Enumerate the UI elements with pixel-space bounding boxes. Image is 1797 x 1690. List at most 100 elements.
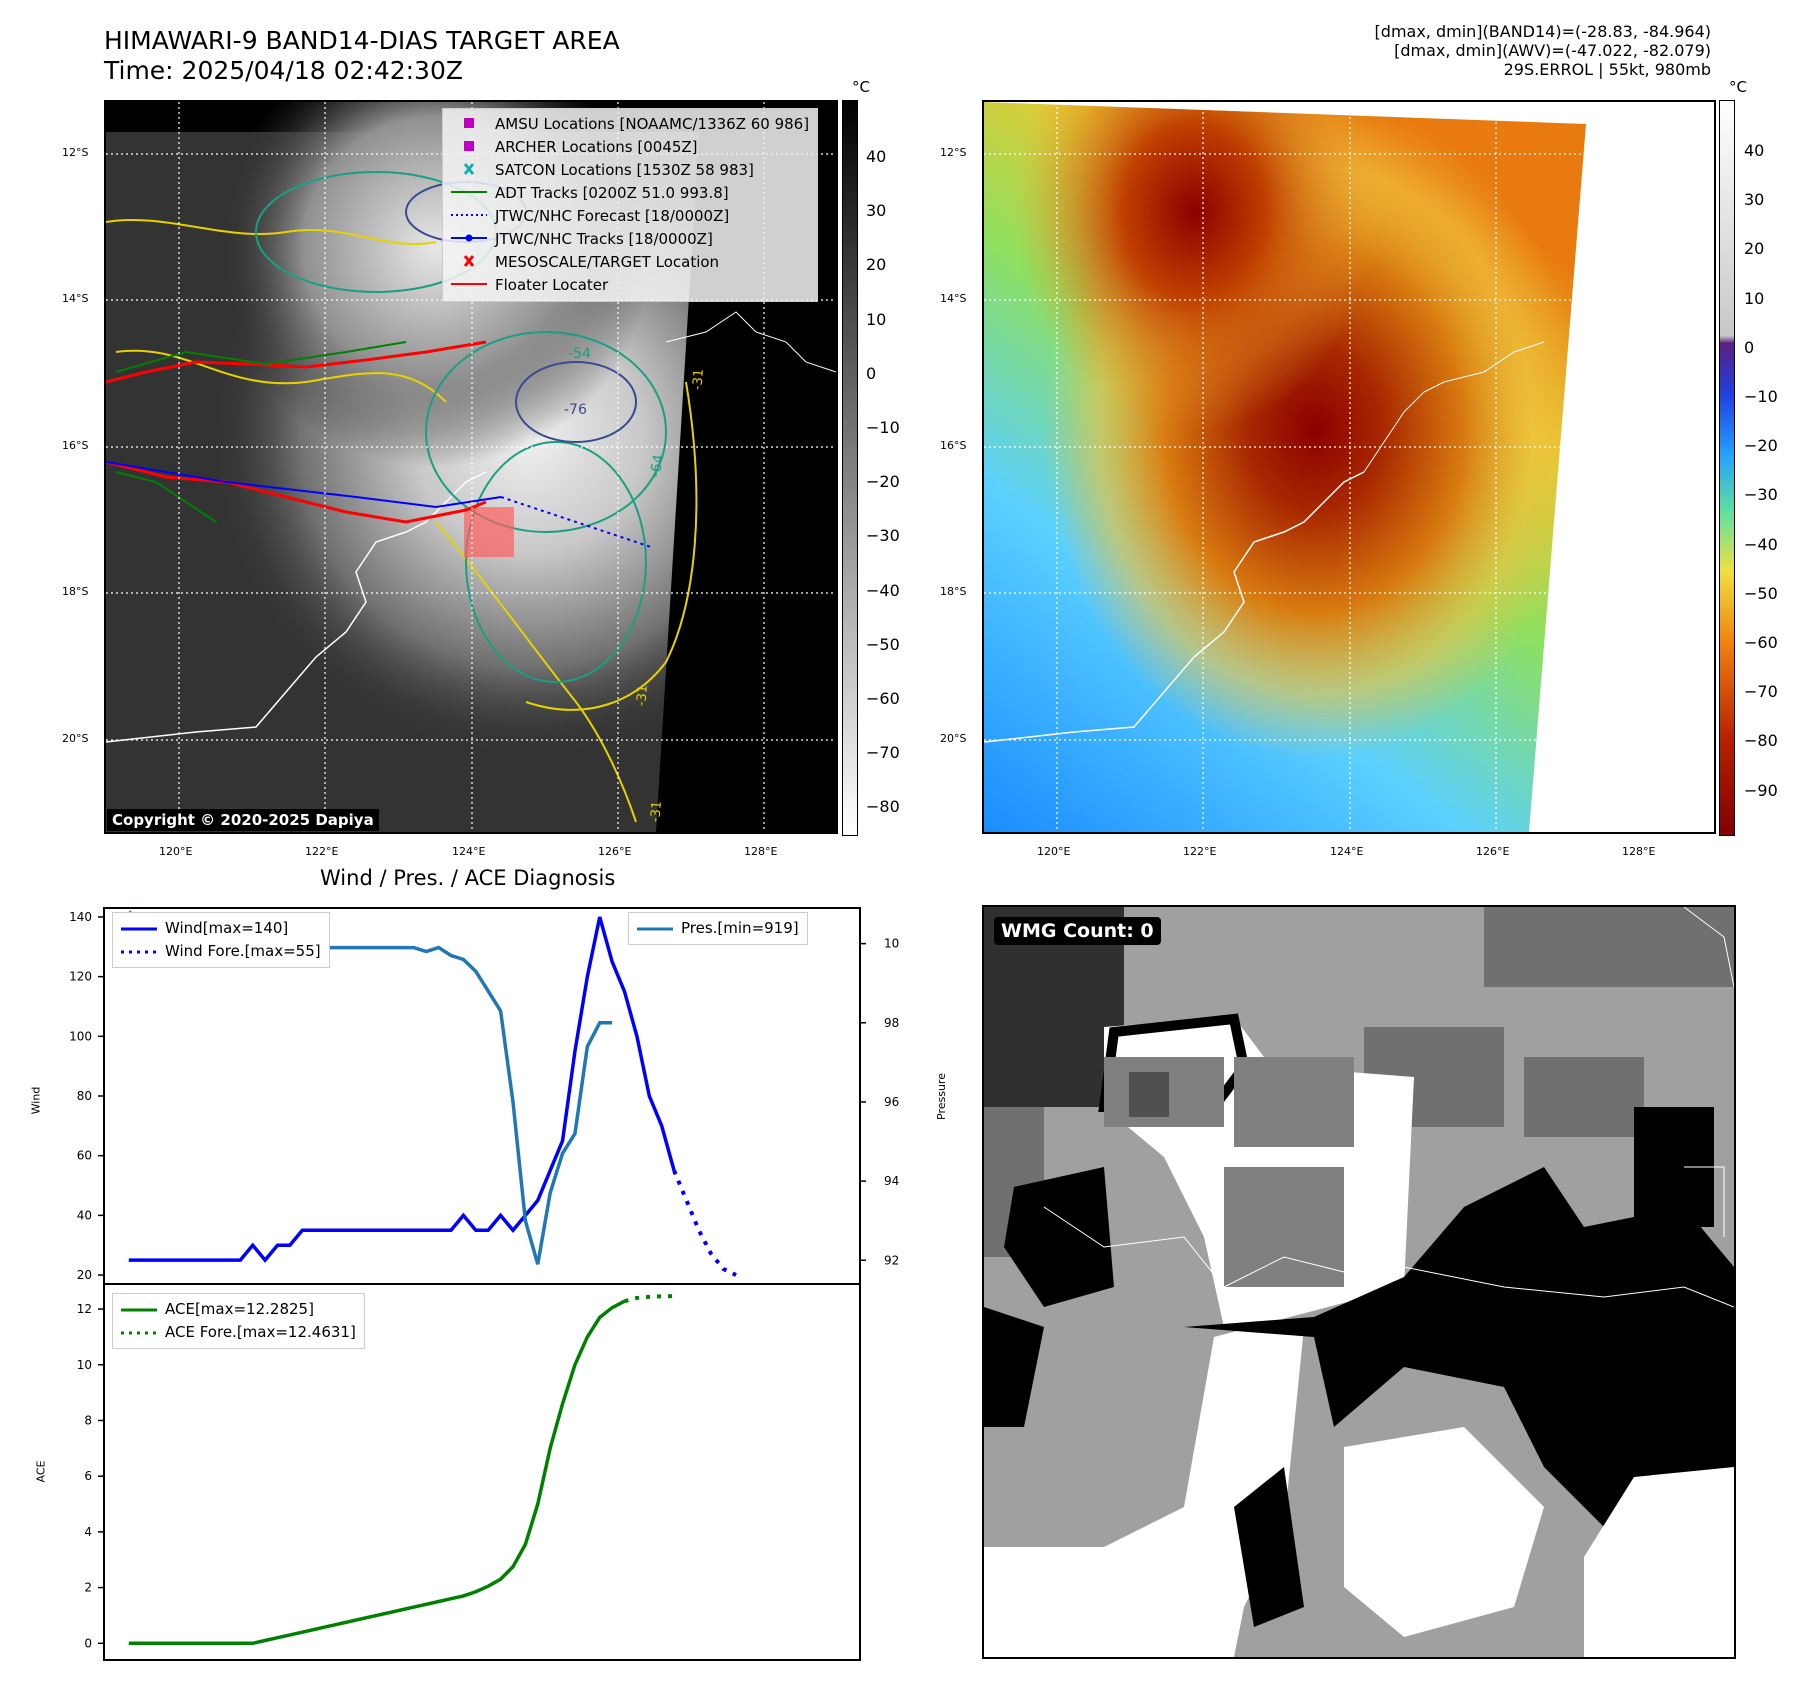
wind-fore-legend-label: Wind Fore.[max=55] [165,942,321,960]
color-map-gridlines [984,102,1714,832]
wind-ytick-label: 40 [77,1208,92,1222]
ace-ytick-label: 6 [84,1469,92,1483]
wind-ytick-label: 140 [69,910,92,924]
colorbar-tick-label: −60 [1744,633,1778,652]
chart-title: HIMAWARI-9 BAND14-DIAS TARGET AREA Time:… [104,26,620,86]
lon-tick-label: 122°E [305,845,339,858]
lon-tick-label: 128°E [1622,845,1656,858]
lon-tick-label: 120°E [159,845,193,858]
colorbar-tick-label: −30 [866,526,900,546]
colorbar-tick-label: −40 [1744,534,1778,554]
ace-legend-label: ACE[max=12.2825] [165,1300,314,1318]
map-legend-label: MESOSCALE/TARGET Location [495,253,720,271]
wind-forecast-line [672,1169,737,1277]
colorbar-tick-label: −40 [866,580,900,600]
lat-tick-label: 20°S [940,732,967,745]
wind-legend-label: Wind[max=140] [165,919,289,937]
color-colorbar [1719,100,1735,836]
lon-tick-label: 124°E [1330,845,1364,858]
colorbar-tick-label: −20 [1744,436,1778,456]
map-legend-label: Floater Locater [495,276,609,294]
lat-tick-label: 20°S [62,732,89,745]
ace-fore-legend-label: ACE Fore.[max=12.4631] [165,1323,356,1341]
colorbar-tick-label: 20 [1744,239,1765,259]
pressure-ytick-label: 920 [884,1253,900,1267]
map-legend-item: ARCHER Locations [0045Z] [451,136,809,159]
ace-ytick-label: 12 [77,1302,92,1316]
pres-legend: Pres.[min=919] [628,912,808,945]
colorbar-tick-label: −90 [1744,780,1778,800]
info-line-1: [dmax, dmin](BAND14)=(-28.83, -84.964) [1374,22,1711,41]
colorbar-tick-label: −50 [1744,583,1778,603]
lat-tick-label: 12°S [940,146,967,159]
colorbar-tick-label: −30 [1744,485,1778,505]
colorbar-tick-label: −10 [866,418,900,437]
contour-label-31c: -31 [648,800,666,823]
lon-tick-label: 120°E [1037,845,1071,858]
contour-label-31b: -31 [634,684,652,707]
wind-pressure-axes [103,907,861,1285]
wind-axis-label: Wind [29,1086,43,1115]
gray-colorbar [842,100,858,836]
wind-ytick-label: 80 [77,1089,92,1103]
ace-axis-label: ACE [34,1460,48,1483]
map-legend-label: SATCON Locations [1530Z 58 983] [495,161,754,179]
title-line-2: Time: 2025/04/18 02:42:30Z [104,56,463,85]
ace-legend-swatch [121,1298,157,1321]
colorbar-tick-label: 20 [866,255,887,275]
lat-tick-label: 14°S [62,292,89,305]
colorbar-tick-label: 0 [866,363,877,383]
legend-square-icon [451,136,487,159]
diagnosis-chart: 20 40 60 80 100 120 140 920 940 960 980 1000 0 2 4 6 8 10… [69,907,900,1661]
wind-legend: Wind[max=140] Wind Fore.[max=55] [112,912,330,968]
lon-tick-label: 122°E [1183,845,1217,858]
legend-line-icon [451,274,487,297]
lon-tick-label: 128°E [744,845,778,858]
colorbar-tick-label: −20 [866,472,900,492]
map-legend-label: ARCHER Locations [0045Z] [495,138,698,156]
pressure-ytick-label: 960 [884,1095,900,1109]
contour-label-54: -54 [568,346,591,362]
legend-dotted-icon [451,205,487,228]
colorbar-tick-label: −50 [866,634,900,654]
legend-x-icon [451,159,487,182]
pressure-ytick-label: 980 [884,1016,900,1030]
colorbar-tick-label: −70 [1744,682,1778,702]
lat-tick-label: 16°S [62,439,89,452]
lon-tick-label: 126°E [1476,845,1510,858]
ace-ytick-label: 8 [84,1413,92,1427]
ace-forecast-line [624,1294,675,1304]
map-legend: AMSU Locations [NOAAMC/1336Z 60 986] ARCH… [442,108,819,302]
wind-ytick-label: 20 [77,1268,92,1282]
lat-tick-label: 12°S [62,146,89,159]
colorbar-tick-label: 10 [866,309,887,329]
gray-colorbar-unit: °C [852,78,870,96]
lat-tick-label: 18°S [62,585,89,598]
lat-tick-label: 18°S [940,585,967,598]
map-legend-item: ADT Tracks [0200Z 51.0 993.8] [451,182,809,205]
map-legend-item: Floater Locater [451,274,809,297]
ir-map-panel: -54 -76 -64 -31 -31 -31 AMSU Locations [… [104,100,838,834]
lon-tick-label: 126°E [598,845,632,858]
lon-tick-label: 124°E [452,845,486,858]
color-map-panel [982,100,1716,834]
map-legend-label: AMSU Locations [NOAAMC/1336Z 60 986] [495,115,810,133]
wind-ytick-label: 120 [69,970,92,984]
map-legend-label: ADT Tracks [0200Z 51.0 993.8] [495,184,729,202]
legend-line-icon [451,182,487,205]
color-colorbar-unit: °C [1729,78,1747,96]
map-legend-item: JTWC/NHC Forecast [18/0000Z] [451,205,809,228]
wind-legend-swatch [121,917,157,940]
colorbar-tick-label: 30 [1744,190,1765,210]
map-legend-label: JTWC/NHC Tracks [18/0000Z] [495,230,713,248]
ace-ytick-label: 10 [77,1358,92,1372]
contour-label-76: -76 [564,402,587,418]
colorbar-tick-label: 40 [866,147,887,166]
pres-legend-label: Pres.[min=919] [681,919,799,937]
title-line-1: HIMAWARI-9 BAND14-DIAS TARGET AREA [104,26,620,55]
map-legend-item: MESOSCALE/TARGET Location [451,251,809,274]
pressure-ytick-label: 940 [884,1174,900,1188]
colorbar-tick-label: −80 [866,797,900,817]
ace-ytick-label: 4 [84,1525,92,1539]
wmg-image [984,907,1734,1657]
